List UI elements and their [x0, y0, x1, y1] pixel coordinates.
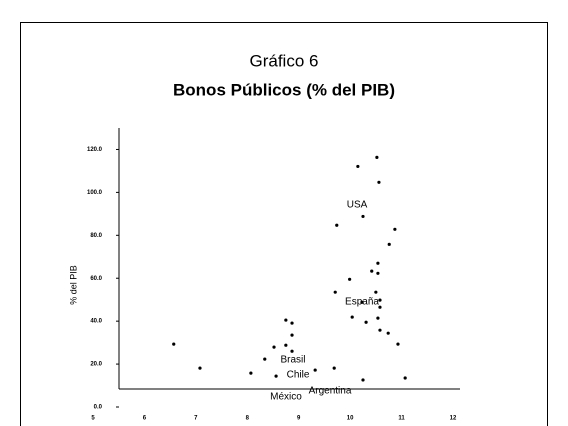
x-tick-label: 11	[398, 416, 405, 422]
point	[403, 376, 407, 380]
point	[335, 223, 339, 227]
point	[284, 318, 288, 322]
y-tick-label: 120.0	[87, 147, 103, 153]
point	[361, 214, 365, 219]
y-tick-label: 0.0	[94, 405, 103, 411]
point	[284, 343, 288, 347]
y-tick-label: 100.0	[87, 190, 103, 196]
point	[249, 371, 253, 375]
point	[386, 331, 390, 335]
chart-subtitle: Bonos Públicos (% del PIB)	[173, 80, 395, 99]
x-tick-label: 5	[91, 416, 95, 422]
point	[375, 155, 379, 160]
annotation: México	[270, 392, 302, 403]
point	[378, 328, 382, 332]
point	[356, 164, 360, 169]
point	[290, 321, 294, 325]
point	[360, 300, 364, 304]
point	[350, 315, 354, 319]
point	[393, 227, 397, 231]
y-tick-label: 80.0	[90, 233, 102, 239]
point	[374, 290, 378, 294]
annotation: España	[345, 297, 379, 308]
point	[387, 242, 391, 246]
point	[348, 277, 352, 281]
annotation: Argentina	[309, 386, 352, 397]
point	[377, 180, 381, 184]
point	[376, 271, 380, 275]
point	[290, 349, 294, 353]
point	[198, 366, 202, 370]
point	[364, 320, 368, 324]
x-tick-label: 9	[297, 416, 301, 422]
chart-title: Gráfico 6	[250, 51, 319, 70]
annotation: Brasil	[280, 355, 305, 366]
slide-frame	[20, 22, 548, 426]
x-tick-label: 6	[143, 416, 147, 422]
x-tick-label: 7	[194, 416, 198, 422]
point	[376, 316, 380, 320]
point	[361, 378, 365, 382]
annotation: USA	[347, 200, 368, 211]
point	[272, 345, 276, 349]
point	[376, 261, 380, 265]
point	[274, 374, 278, 378]
annotation: Chile	[287, 370, 310, 381]
y-tick-label: 40.0	[90, 319, 102, 325]
x-tick-label: 10	[347, 416, 354, 422]
point	[332, 366, 336, 370]
point	[172, 342, 176, 346]
x-tick-label: 8	[246, 416, 250, 422]
point	[378, 305, 382, 309]
y-tick-label: 60.0	[90, 276, 102, 282]
y-axis-label: % del PIB	[68, 265, 78, 305]
point	[313, 368, 317, 372]
point	[396, 342, 400, 346]
point	[333, 290, 337, 294]
point	[290, 333, 294, 337]
point	[370, 269, 374, 273]
y-tick-label: 20.0	[90, 362, 102, 368]
point	[378, 298, 382, 302]
point	[263, 357, 267, 361]
x-tick-label: 12	[450, 416, 457, 422]
